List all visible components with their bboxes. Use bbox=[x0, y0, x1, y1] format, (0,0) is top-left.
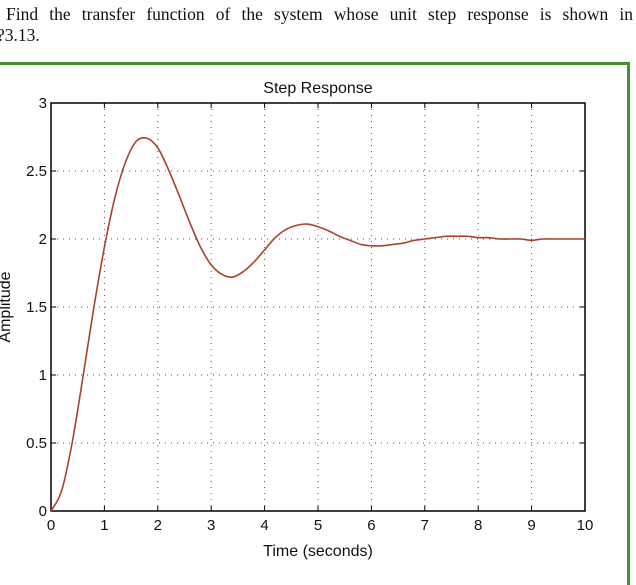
y-tick-labels: 0 0.5 1 1.5 2 2.5 3 bbox=[26, 95, 47, 520]
y-tick-label: 1.5 bbox=[26, 299, 47, 316]
x-tick-label: 5 bbox=[314, 517, 322, 534]
y-tick-label: 0 bbox=[39, 503, 47, 520]
y-tick-label: 1 bbox=[39, 367, 47, 384]
x-tick-label: 2 bbox=[154, 517, 162, 534]
x-tick-label: 4 bbox=[260, 517, 268, 534]
y-tick-label: 2.5 bbox=[26, 163, 47, 180]
x-tick-label: 1 bbox=[100, 517, 108, 534]
x-tick-label: 6 bbox=[367, 517, 375, 534]
x-tick-label: 0 bbox=[47, 517, 55, 534]
y-axis-label: Amplitude bbox=[0, 271, 14, 342]
x-tick-label: 8 bbox=[474, 517, 482, 534]
question-line-2: ?3.13. bbox=[0, 25, 40, 45]
chart-title: Step Response bbox=[263, 80, 373, 97]
x-tick-label: 7 bbox=[421, 517, 429, 534]
x-tick-label: 3 bbox=[207, 517, 215, 534]
x-tick-label: 9 bbox=[527, 517, 535, 534]
question-line-1: Find the transfer function of the system… bbox=[6, 4, 633, 24]
axis-ticks bbox=[50, 102, 586, 512]
figure-frame bbox=[0, 62, 630, 585]
x-tick-label: 10 bbox=[577, 517, 594, 534]
x-tick-labels: 0 1 2 3 4 5 6 7 8 9 10 bbox=[47, 517, 594, 534]
y-tick-label: 2 bbox=[39, 231, 47, 248]
grid-lines bbox=[51, 103, 585, 511]
step-response-curve bbox=[50, 136, 585, 512]
x-axis-label: Time (seconds) bbox=[263, 543, 373, 560]
y-tick-label: 3 bbox=[39, 95, 47, 112]
plot-area-border bbox=[50, 102, 586, 512]
y-tick-label: 0.5 bbox=[26, 435, 47, 452]
